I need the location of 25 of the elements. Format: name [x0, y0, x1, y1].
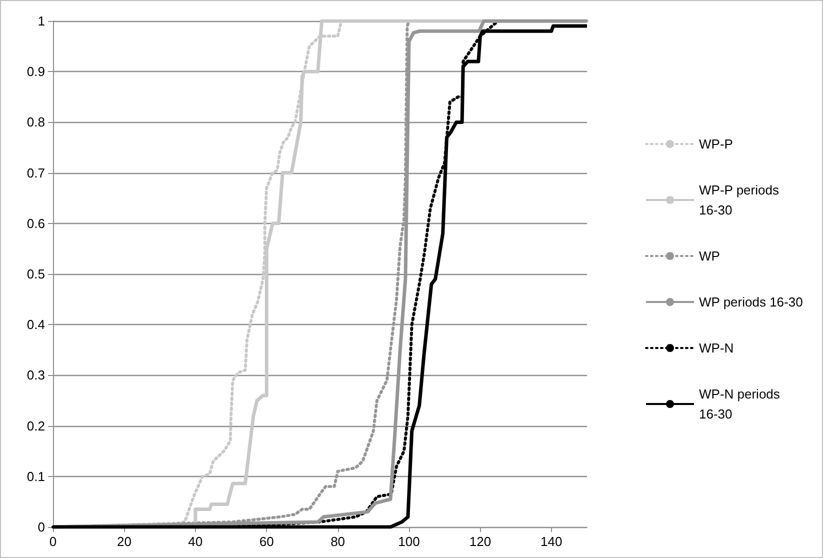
legend-label: WP-N [699, 340, 734, 356]
y-tick-label: 0.2 [26, 418, 45, 434]
y-tick-label: 0.7 [26, 165, 45, 180]
legend-label: WP-P [699, 136, 733, 152]
y-tick-label: 0.1 [26, 468, 45, 484]
x-tick-label: 100 [398, 534, 420, 549]
legend-label: WP periods 16-30 [699, 294, 803, 310]
x-tick-label: 60 [259, 534, 274, 549]
x-tick-label: 80 [330, 534, 346, 549]
x-tick-label: 140 [540, 534, 562, 549]
y-tick-label: 0.9 [26, 64, 45, 80]
y-tick-label: 0.4 [26, 317, 45, 332]
y-tick-label: 0.6 [26, 216, 45, 231]
x-tick-label: 40 [188, 534, 203, 549]
legend-label: WP-N periods 16-30 [699, 386, 784, 422]
x-tick-label: 20 [116, 534, 132, 549]
legend-label: WP [699, 248, 720, 264]
y-tick-label: 1 [38, 14, 45, 28]
legend-label: WP-P periods 16-30 [699, 182, 783, 218]
y-tick-label: 0.3 [26, 368, 45, 383]
x-tick-label: 0 [49, 534, 57, 549]
y-tick-label: 0 [38, 520, 45, 534]
y-tick-label: 0.5 [26, 266, 45, 282]
x-tick-label: 120 [469, 534, 492, 549]
y-tick-label: 0.8 [26, 114, 45, 130]
